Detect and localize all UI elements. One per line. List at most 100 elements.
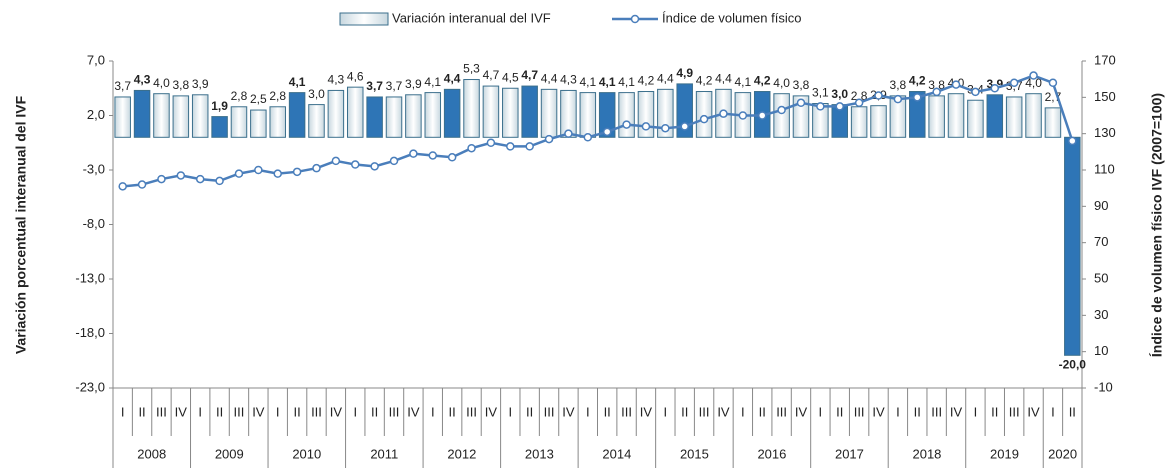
bar: [618, 92, 635, 138]
line-marker: [137, 180, 147, 189]
year-label: 2016: [757, 446, 786, 461]
line-marker: [525, 142, 534, 151]
line-marker: [583, 133, 593, 142]
line-marker: [1068, 136, 1077, 146]
x-tick-label: II: [1069, 404, 1076, 419]
line-marker: [680, 122, 689, 131]
value-label: 4,4: [444, 72, 461, 86]
x-tick-label: I: [198, 404, 202, 419]
value-label: 4,0: [773, 76, 790, 90]
legend-swatch: [339, 12, 389, 26]
bar: [850, 106, 868, 138]
line-marker: [389, 156, 399, 166]
line-marker: [351, 160, 360, 169]
x-tick-label: IV: [872, 404, 885, 419]
y-tick-label: -13,0: [75, 270, 105, 285]
x-tick-label: II: [991, 404, 998, 419]
value-label: 4,7: [483, 68, 500, 82]
y-tick-label: -8,0: [83, 216, 105, 231]
line-marker: [932, 87, 941, 97]
value-label: 4,4: [715, 72, 732, 86]
value-label: 4,1: [599, 75, 616, 89]
value-label: 4,0: [1025, 76, 1042, 90]
x-tick-label: II: [759, 404, 766, 419]
line-marker: [486, 138, 496, 147]
x-tick-label: III: [234, 404, 245, 419]
value-label: 2,8: [231, 89, 248, 103]
bar: [1064, 136, 1081, 356]
value-label: 5,3: [463, 62, 480, 76]
line-marker: [738, 111, 748, 120]
line-marker: [816, 102, 825, 111]
value-label: 1,9: [211, 99, 228, 113]
x-tick-label: II: [293, 404, 300, 419]
year-label: 2019: [990, 446, 1019, 461]
x-tick-label: I: [896, 404, 900, 419]
value-label: 3,9: [405, 77, 422, 91]
bar: [191, 94, 209, 138]
bar: [521, 85, 538, 138]
line-marker: [1029, 71, 1038, 80]
legend-label: Índice de volumen físico: [662, 10, 801, 25]
x-tick-label: II: [371, 404, 378, 419]
value-label: 4,3: [560, 73, 577, 87]
bar: [443, 88, 461, 138]
x-tick-label: IV: [175, 404, 188, 419]
value-label: 3,8: [928, 78, 945, 92]
value-label: 3,7: [114, 79, 131, 93]
year-label: 2012: [447, 446, 476, 461]
x-tick-label: IV: [252, 404, 265, 419]
line-marker: [1048, 78, 1058, 88]
y2-tick-label: 170: [1094, 52, 1116, 67]
value-label: 4,6: [347, 69, 364, 83]
bar: [540, 88, 558, 138]
line-marker: [971, 87, 980, 97]
x-tick-label: IV: [485, 404, 498, 419]
line-marker: [990, 84, 1000, 93]
x-tick-label: IV: [330, 404, 343, 419]
bar: [366, 96, 383, 138]
y2-tick-label: 10: [1094, 343, 1108, 358]
x-tick-label: IV: [795, 404, 808, 419]
x-tick-label: I: [121, 404, 125, 419]
x-tick-label: II: [216, 404, 223, 419]
value-label: -20,0: [1059, 357, 1087, 371]
y2-tick-label: 30: [1094, 307, 1108, 322]
line-marker: [292, 167, 302, 177]
line-marker: [564, 129, 573, 138]
line-marker: [331, 156, 341, 166]
bar: [482, 85, 500, 138]
bar: [947, 93, 965, 138]
x-tick-label: II: [604, 404, 611, 419]
line-marker: [447, 153, 457, 162]
y-tick-label: -3,0: [83, 161, 105, 176]
x-tick-label: I: [508, 404, 512, 419]
value-label: 4,2: [696, 74, 713, 88]
bar: [230, 106, 248, 138]
bar: [405, 94, 422, 138]
bar: [269, 106, 286, 138]
value-label: 3,0: [308, 87, 325, 101]
value-label: 3,8: [172, 78, 189, 92]
x-tick-label: III: [776, 404, 787, 419]
line-marker: [506, 142, 515, 151]
line-marker: [254, 165, 263, 175]
x-tick-label: I: [741, 404, 745, 419]
year-label: 2020: [1048, 446, 1077, 461]
x-tick-label: I: [1051, 404, 1055, 419]
line-marker: [835, 102, 844, 111]
line-marker: [757, 111, 767, 120]
line-marker: [796, 98, 806, 108]
bar: [773, 93, 790, 138]
line-marker: [874, 91, 883, 100]
x-tick-label: I: [664, 404, 668, 419]
line-marker: [661, 123, 670, 133]
line-marker: [951, 80, 961, 89]
year-label: 2014: [602, 446, 631, 461]
bar: [579, 92, 597, 138]
year-label: 2015: [680, 446, 709, 461]
x-tick-label: I: [819, 404, 823, 419]
x-tick-label: I: [586, 404, 590, 419]
x-tick-label: IV: [640, 404, 653, 419]
bar: [986, 94, 1004, 138]
